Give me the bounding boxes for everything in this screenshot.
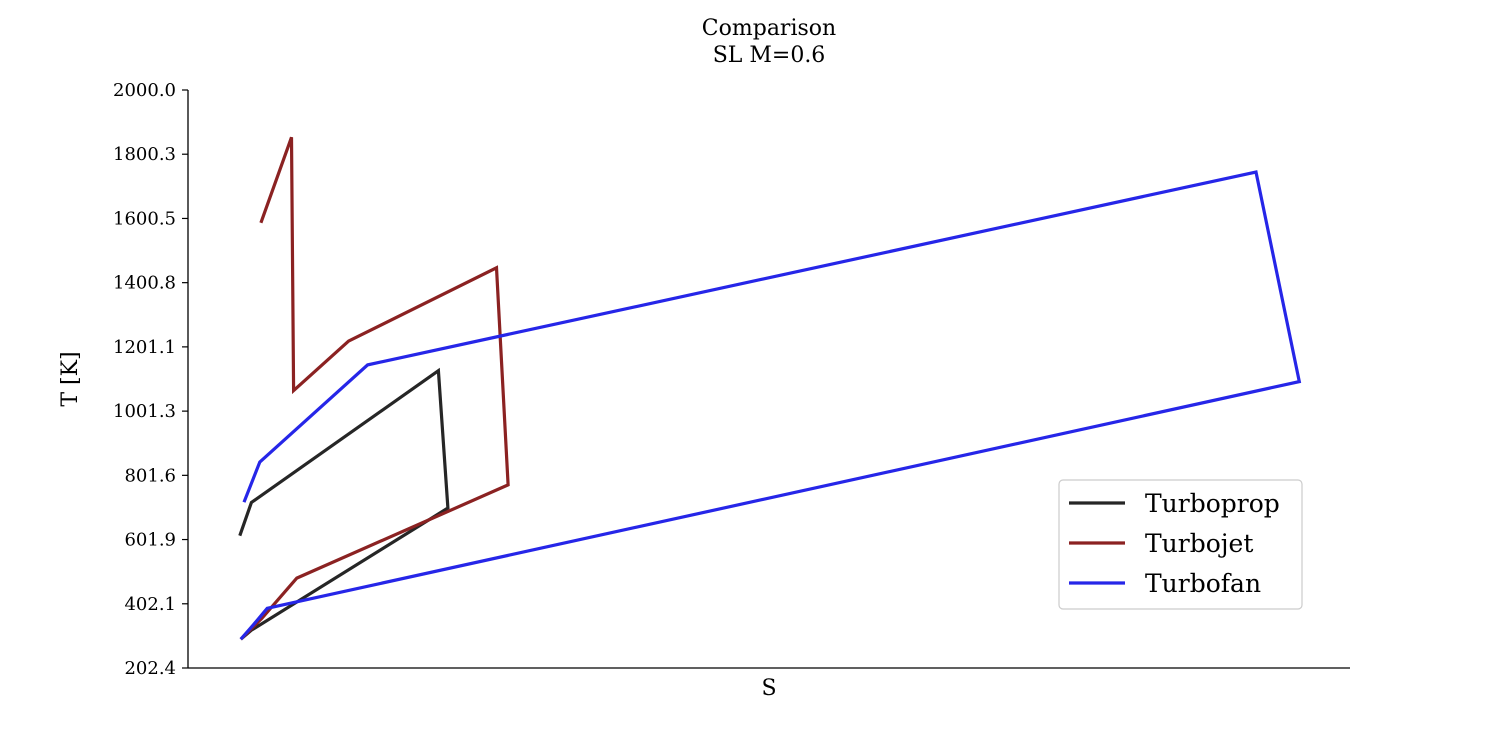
chart-title: Comparison	[702, 16, 836, 41]
y-tick-label: 2000.0	[113, 80, 176, 101]
y-tick-label: 1400.8	[113, 273, 176, 294]
series-line-turbojet	[239, 136, 510, 641]
chart-subtitle: SL M=0.6	[713, 43, 826, 68]
y-tick-label: 801.6	[124, 465, 176, 486]
y-tick-label: 1600.5	[113, 208, 176, 229]
y-axis-label: T [K]	[58, 351, 83, 406]
legend-box	[1058, 479, 1303, 610]
y-tick-label: 1001.3	[113, 401, 176, 422]
legend-label-turbojet: Turbojet	[1145, 529, 1253, 558]
series-layer	[238, 136, 1302, 641]
series-line-turboprop	[238, 367, 450, 641]
legend-label-turboprop: Turboprop	[1145, 489, 1280, 518]
y-tick-label: 202.4	[124, 658, 176, 679]
y-tick-layer: 202.4 402.1 601.9 801.6 1001.3 1201.1 1400.8 16…	[113, 80, 188, 679]
x-axis-label: S	[761, 676, 776, 701]
y-tick-label: 402.1	[124, 594, 176, 615]
legend: Turboprop Turbojet Turbofan	[1058, 479, 1303, 610]
legend-label-turbofan: Turbofan	[1145, 569, 1261, 598]
series-line-turbofan	[239, 170, 1302, 641]
y-tick-label: 601.9	[124, 530, 176, 551]
y-tick-label: 1800.3	[113, 144, 176, 165]
y-tick-label: 1201.1	[113, 337, 176, 358]
